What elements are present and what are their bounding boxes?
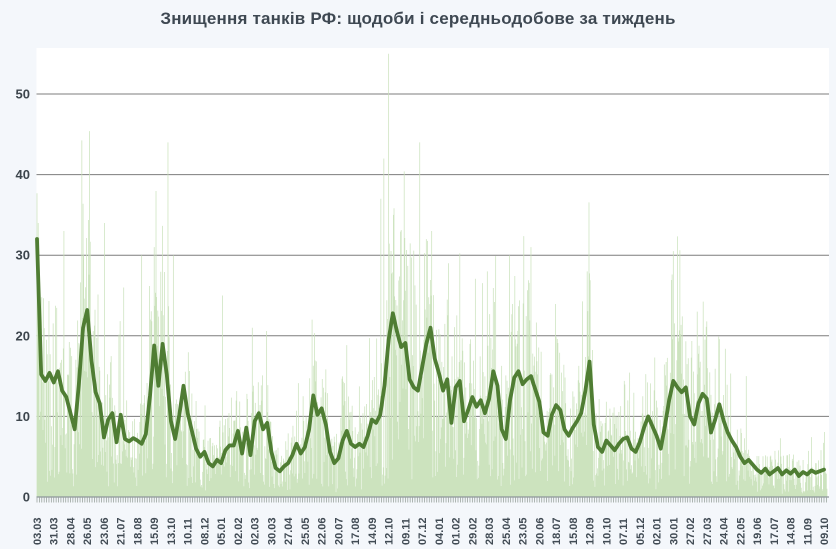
x-tick-label: 22.06 — [317, 517, 329, 545]
x-tick-label: 29.02 — [467, 517, 479, 545]
x-tick-label: 25.04 — [501, 517, 513, 545]
x-tick-label: 12.10 — [384, 517, 396, 545]
x-tick-label: 19.06 — [752, 517, 764, 545]
y-axis-labels: 0 10 20 30 40 50 — [16, 87, 30, 505]
x-tick-label: 30.01 — [668, 517, 680, 545]
x-tick-label: 28.03 — [484, 517, 496, 545]
x-tick-label: 15.08 — [568, 517, 580, 545]
x-tick-label: 27.03 — [702, 517, 714, 545]
chart-title: Знищення танків РФ: щодоби і середньодоб… — [160, 9, 676, 28]
y-tick-label: 40 — [16, 167, 30, 182]
x-tick-label: 21.07 — [116, 517, 128, 545]
x-axis — [36, 496, 829, 503]
x-tick-label: 28.04 — [66, 517, 78, 545]
x-tick-label: 26.05 — [82, 517, 94, 545]
x-tick-label: 07.11 — [618, 518, 630, 545]
x-tick-label: 24.04 — [719, 517, 731, 545]
x-tick-label: 27.02 — [685, 517, 697, 545]
x-tick-label: 02.03 — [250, 517, 262, 545]
y-tick-label: 50 — [16, 87, 30, 102]
x-tick-label: 20.07 — [333, 517, 345, 545]
x-tick-label: 12.09 — [585, 517, 597, 545]
x-tick-label: 13.10 — [166, 517, 178, 545]
x-tick-label: 22.05 — [735, 517, 747, 545]
y-tick-label: 10 — [16, 409, 30, 424]
x-tick-label: 30.03 — [266, 517, 278, 545]
x-axis-labels: 03.03 31.03 28.04 26.05 23.06 21.07 18.08 15.09… — [32, 517, 831, 545]
x-tick-label: 09.11 — [400, 518, 412, 545]
x-tick-label: 14.09 — [367, 517, 379, 545]
x-tick-label: 11.09 — [802, 518, 814, 545]
x-tick-label: 20.06 — [534, 517, 546, 545]
x-tick-label: 14.08 — [786, 517, 798, 545]
x-tick-label: 08.12 — [199, 517, 211, 545]
x-tick-label: 03.03 — [32, 517, 44, 545]
x-tick-label: 17.07 — [769, 517, 781, 545]
x-tick-label: 05.12 — [635, 517, 647, 545]
x-tick-label: 02.01 — [652, 517, 664, 545]
x-tick-label: 27.04 — [283, 517, 295, 545]
x-tick-label: 25.05 — [300, 517, 312, 545]
x-tick-label: 23.06 — [99, 517, 111, 545]
y-tick-label: 20 — [16, 328, 30, 343]
x-tick-label: 04.01 — [434, 517, 446, 545]
x-tick-label: 31.03 — [49, 517, 61, 545]
y-tick-label: 30 — [16, 248, 30, 263]
weekly-average-line — [35, 237, 826, 478]
x-tick-label: 23.05 — [518, 517, 530, 545]
x-tick-label: 15.09 — [149, 517, 161, 545]
x-tick-label: 07.12 — [417, 517, 429, 545]
x-tick-label: 10.10 — [601, 517, 613, 545]
x-tick-label: 01.02 — [451, 517, 463, 545]
x-tick-label: 17.08 — [350, 517, 362, 545]
x-tick-label: 05.01 — [216, 517, 228, 545]
x-tick-label: 18.08 — [133, 517, 145, 545]
x-tick-label: 18.07 — [551, 517, 563, 545]
x-tick-label: 10.11 — [183, 518, 195, 545]
x-tick-label: 09.10 — [819, 517, 831, 545]
y-tick-label: 0 — [23, 490, 30, 505]
x-tick-label: 02.02 — [233, 517, 245, 545]
